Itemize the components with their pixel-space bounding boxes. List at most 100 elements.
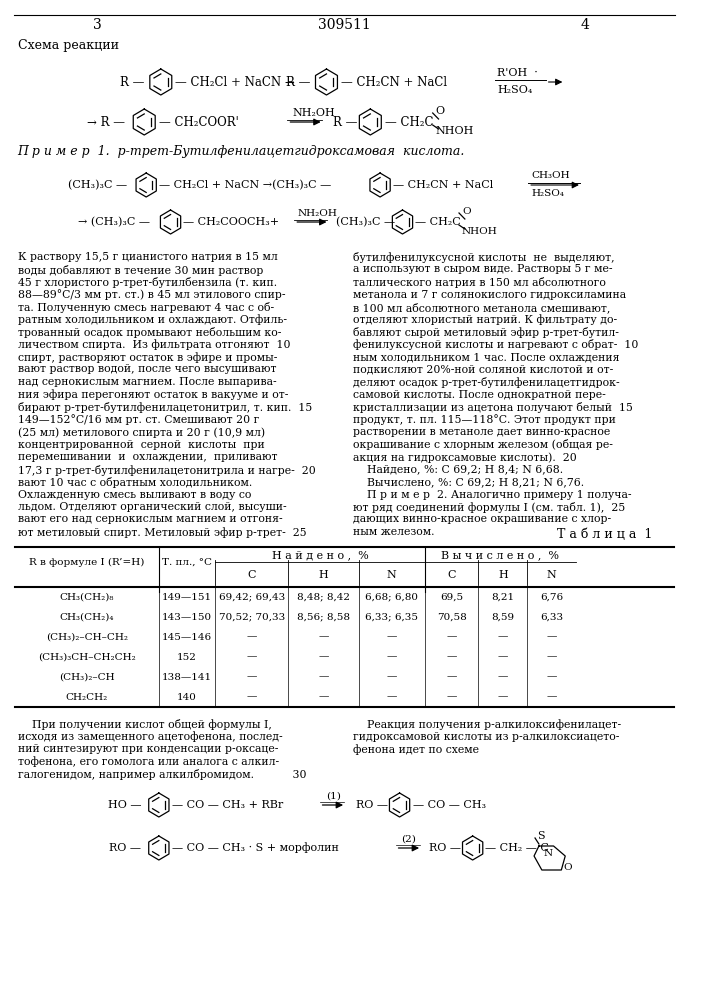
Text: окрашивание с хлорным железом (общая ре-: окрашивание с хлорным железом (общая ре- (353, 440, 613, 450)
Text: Реакция получения р-алкилоксифенилацет-: Реакция получения р-алкилоксифенилацет- (353, 719, 621, 730)
Text: —: — (318, 633, 329, 642)
Text: R —: R — (120, 76, 144, 89)
Text: — CO — CH₃: — CO — CH₃ (413, 800, 486, 810)
Text: —: — (387, 652, 397, 662)
Text: R'OH  ·: R'OH · (497, 68, 538, 78)
Text: фенона идет по схеме: фенона идет по схеме (353, 744, 479, 755)
Text: бавляют сырой метиловый эфир р-трет-бутил-: бавляют сырой метиловый эфир р-трет-бути… (353, 327, 619, 338)
Text: (CH₃)₃CH–CH₂CH₂: (CH₃)₃CH–CH₂CH₂ (38, 652, 136, 662)
Text: вают его над сернокислым магнием и отгоня-: вают его над сернокислым магнием и отгон… (18, 514, 282, 524)
Text: NHOH: NHOH (462, 227, 498, 235)
Text: воды добавляют в течение 30 мин раствор: воды добавляют в течение 30 мин раствор (18, 264, 263, 275)
Text: CH₃OH: CH₃OH (531, 172, 570, 180)
Text: дающих винно-красное окрашивание с хлор-: дающих винно-красное окрашивание с хлор- (353, 514, 611, 524)
Text: льдом. Отделяют органический слой, высуши-: льдом. Отделяют органический слой, высуш… (18, 502, 286, 512)
Text: —: — (547, 672, 557, 682)
Text: CH₃(CH₂)₄: CH₃(CH₂)₄ (59, 612, 114, 621)
Text: бирают р-трет-бутилфенилацетонитрил, т. кип.  15: бирают р-трет-бутилфенилацетонитрил, т. … (18, 402, 312, 413)
Text: N: N (547, 570, 556, 580)
Text: подкисляют 20%-ной соляной кислотой и от-: подкисляют 20%-ной соляной кислотой и от… (353, 364, 613, 374)
Text: фенилуксусной кислоты и нагревают с обрат-  10: фенилуксусной кислоты и нагревают с обра… (353, 340, 638, 351)
Text: таллического натрия в 150 мл абсолютного: таллического натрия в 150 мл абсолютного (353, 277, 606, 288)
Text: вают раствор водой, после чего высушивают: вают раствор водой, после чего высушиваю… (18, 364, 276, 374)
Text: CH₂CH₂: CH₂CH₂ (66, 692, 108, 702)
Text: —: — (318, 672, 329, 682)
Text: 152: 152 (177, 652, 197, 662)
Text: → R —: → R — (87, 115, 124, 128)
Text: — CH₂C: — CH₂C (385, 115, 433, 128)
Text: ратным холодильником и охлаждают. Отфиль-: ратным холодильником и охлаждают. Отфиль… (18, 314, 286, 325)
Text: галогенидом, например алкилбромидом.           30: галогенидом, например алкилбромидом. 30 (18, 769, 306, 780)
Text: —: — (318, 652, 329, 662)
Text: бутилфенилуксусной кислоты  не  выделяют,: бутилфенилуксусной кислоты не выделяют, (353, 252, 614, 263)
Text: ным холодильником 1 час. После охлаждения: ным холодильником 1 час. После охлаждени… (353, 352, 619, 362)
Text: К раствору 15,5 г цианистого натрия в 15 мл: К раствору 15,5 г цианистого натрия в 15… (18, 252, 277, 262)
Text: 4: 4 (580, 18, 589, 32)
Text: метанола и 7 г солянокислого гидроксиламина: метанола и 7 г солянокислого гидроксилам… (353, 290, 626, 300)
Text: Вычислено, %: С 69,2; Н 8,21; N 6,76.: Вычислено, %: С 69,2; Н 8,21; N 6,76. (353, 477, 584, 487)
Text: NHOH: NHOH (436, 126, 474, 136)
Text: H₂SO₄: H₂SO₄ (497, 85, 532, 95)
Text: Н: Н (498, 570, 508, 580)
Text: 45 г хлористого р-трет-бутилбензила (т. кип.: 45 г хлористого р-трет-бутилбензила (т. … (18, 277, 276, 288)
Text: С: С (448, 570, 456, 580)
Text: 69,5: 69,5 (440, 592, 463, 601)
Text: 8,48; 8,42: 8,48; 8,42 (297, 592, 350, 601)
Text: —: — (318, 692, 329, 702)
Text: —: — (498, 672, 508, 682)
Text: (CH₃)₂–CH–CH₂: (CH₃)₂–CH–CH₂ (46, 633, 128, 642)
Text: 8,21: 8,21 (491, 592, 515, 601)
Text: Схема реакции: Схема реакции (18, 38, 119, 51)
Text: — CH₂Cl + NaCN →: — CH₂Cl + NaCN → (175, 76, 295, 89)
Text: —: — (447, 672, 457, 682)
Text: перемешивании  и  охлаждении,  приливают: перемешивании и охлаждении, приливают (18, 452, 277, 462)
Text: (25 мл) метилового спирта и 20 г (10,9 мл): (25 мл) метилового спирта и 20 г (10,9 м… (18, 427, 264, 438)
Text: N: N (387, 570, 397, 580)
Text: —: — (498, 633, 508, 642)
Text: самовой кислоты. После однократной пере-: самовой кислоты. После однократной пере- (353, 389, 605, 399)
Text: — CH₂CN + NaCl: — CH₂CN + NaCl (393, 180, 493, 190)
Text: NH₂OH: NH₂OH (293, 108, 335, 118)
Text: растворении в метаноле дает винно-красное: растворении в метаноле дает винно-красно… (353, 427, 610, 437)
Text: O: O (436, 106, 445, 116)
Text: 17,3 г р-трет-бутилфенилацетонитрила и нагре-  20: 17,3 г р-трет-бутилфенилацетонитрила и н… (18, 464, 315, 476)
Text: —: — (447, 692, 457, 702)
Text: 138—141: 138—141 (162, 672, 212, 682)
Text: 149—151: 149—151 (162, 592, 212, 601)
Text: —: — (447, 652, 457, 662)
Text: продукт, т. пл. 115—118°С. Этот продукт при: продукт, т. пл. 115—118°С. Этот продукт … (353, 414, 616, 425)
Text: (CH₃)₂–CH: (CH₃)₂–CH (59, 672, 115, 682)
Text: — CO — CH₃ + RBr: — CO — CH₃ + RBr (173, 800, 284, 810)
Text: личеством спирта.  Из фильтрата отгоняют  10: личеством спирта. Из фильтрата отгоняют … (18, 340, 290, 350)
Text: —: — (247, 672, 257, 682)
Text: а используют в сыром виде. Растворы 5 г ме-: а используют в сыром виде. Растворы 5 г … (353, 264, 612, 274)
Text: 6,68; 6,80: 6,68; 6,80 (366, 592, 419, 601)
Text: RO —: RO — (110, 843, 141, 853)
Text: (CH₃)₃C —: (CH₃)₃C — (68, 180, 127, 190)
Text: R —: R — (286, 76, 310, 89)
Text: NH₂OH: NH₂OH (297, 209, 337, 218)
Text: — CH₂ — C: — CH₂ — C (485, 843, 549, 853)
Text: —: — (247, 633, 257, 642)
Text: Н а й д е н о ,  %: Н а й д е н о , % (271, 550, 368, 560)
Text: 70,58: 70,58 (437, 612, 467, 621)
Text: 70,52; 70,33: 70,52; 70,33 (218, 612, 285, 621)
Text: —: — (547, 692, 557, 702)
Text: исходя из замещенного ацетофенона, послед-: исходя из замещенного ацетофенона, после… (18, 732, 282, 742)
Text: отделяют хлористый натрий. К фильтрату до-: отделяют хлористый натрий. К фильтрату д… (353, 314, 617, 325)
Text: ют метиловый спирт. Метиловый эфир р-трет-  25: ют метиловый спирт. Метиловый эфир р-тре… (18, 527, 306, 538)
Text: (2): (2) (402, 834, 416, 844)
Text: 88—89°С/3 мм рт. ст.) в 45 мл этилового спир-: 88—89°С/3 мм рт. ст.) в 45 мл этилового … (18, 290, 285, 300)
Text: 6,33; 6,35: 6,33; 6,35 (366, 612, 419, 621)
Text: ным железом.: ным железом. (353, 527, 434, 537)
Text: трованный осадок промывают небольшим ко-: трованный осадок промывают небольшим ко- (18, 327, 281, 338)
Text: гидроксамовой кислоты из р-алкилоксиацето-: гидроксамовой кислоты из р-алкилоксиацет… (353, 732, 619, 742)
Text: В ы ч и с л е н о ,  %: В ы ч и с л е н о , % (441, 550, 559, 560)
Text: —: — (247, 652, 257, 662)
Text: —: — (387, 672, 397, 682)
Text: вают 10 час с обратным холодильником.: вают 10 час с обратным холодильником. (18, 477, 252, 488)
Text: —: — (387, 692, 397, 702)
Text: 8,56; 8,58: 8,56; 8,58 (297, 612, 350, 621)
Text: деляют осадок р-трет-бутилфенилацетгидрок-: деляют осадок р-трет-бутилфенилацетгидро… (353, 377, 619, 388)
Text: H₂SO₄: H₂SO₄ (531, 188, 564, 198)
